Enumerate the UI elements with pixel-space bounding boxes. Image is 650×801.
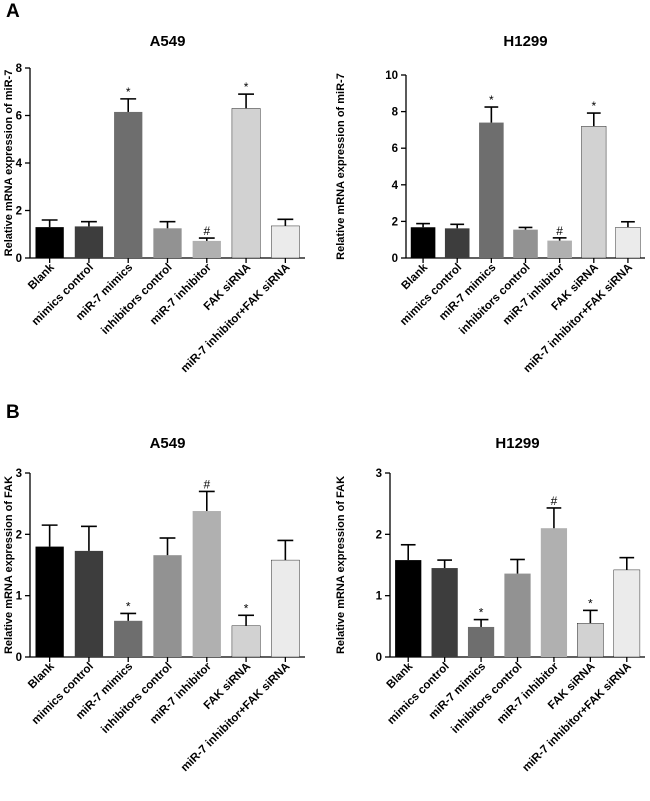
bar	[35, 546, 64, 657]
bar	[74, 550, 104, 657]
y-tick-label: 1	[16, 591, 23, 603]
bar	[395, 560, 422, 657]
significance-mark: *	[126, 85, 131, 99]
bar	[153, 555, 182, 657]
bar	[615, 227, 641, 259]
bar	[504, 573, 531, 657]
y-tick-label: 8	[16, 63, 23, 75]
category-label: Blank	[26, 261, 57, 292]
category-label: Blank	[26, 660, 57, 691]
panel-letter-b: B	[6, 402, 20, 423]
bar	[479, 122, 504, 258]
significance-mark: *	[479, 606, 484, 620]
y-tick-label: 1	[376, 591, 383, 603]
significance-mark: #	[551, 494, 558, 508]
category-label: miR-7 inhibitor	[495, 660, 561, 726]
category-label: inhibitors control	[99, 661, 174, 736]
chart-h1299-mir7: H1299 Relative mRNA expression of miR-7 0 2…	[335, 33, 645, 375]
bar	[231, 625, 261, 658]
chart-title: A549	[150, 33, 186, 50]
significance-mark: #	[203, 477, 210, 491]
category-label: miR-7 inhibitor	[501, 261, 567, 327]
significance-mark: #	[556, 224, 563, 238]
significance-mark: *	[588, 596, 593, 610]
bar	[114, 111, 143, 258]
y-tick-label: 4	[16, 158, 23, 170]
significance-mark: *	[489, 93, 494, 107]
bar	[513, 229, 538, 258]
y-tick-label: 4	[392, 180, 399, 192]
chart-h1299-fak: H1299 Relative mRNA expression of FAK 0 1 2 3…	[335, 435, 645, 774]
bar	[410, 227, 436, 258]
chart-title: H1299	[503, 33, 547, 50]
bar	[271, 225, 300, 259]
y-axis-title: Relative mRNA expression of FAK	[335, 476, 347, 654]
significance-mark: *	[244, 601, 249, 615]
bar	[547, 240, 572, 258]
bar	[271, 559, 300, 658]
y-tick-label: 2	[16, 529, 22, 541]
significance-mark: #	[203, 224, 210, 238]
y-tick-label: 3	[16, 468, 22, 480]
y-tick-label: 0	[16, 253, 22, 265]
bar	[444, 228, 470, 258]
bar	[231, 108, 261, 259]
y-tick-label: 6	[16, 111, 22, 123]
category-label: Blank	[385, 660, 416, 691]
bar	[192, 240, 221, 258]
chart-title: A549	[150, 435, 186, 452]
bar	[540, 528, 568, 657]
category-label: mimics control	[398, 262, 464, 328]
y-tick-label: 0	[16, 652, 22, 664]
y-tick-label: 2	[392, 216, 398, 228]
category-label: Blank	[400, 261, 431, 292]
bar	[35, 227, 64, 258]
bar	[613, 569, 641, 658]
y-tick-label: 3	[376, 468, 382, 480]
bar	[581, 126, 607, 259]
y-tick-label: 2	[16, 206, 22, 218]
y-axis-title: Relative mRNA expression of miR-7	[335, 73, 347, 260]
bar	[74, 226, 104, 258]
significance-mark: *	[244, 80, 249, 94]
panel-letter-a: A	[6, 1, 20, 22]
chart-a549-mir7: A549 Relative mRNA expression of miR-70 2 4…	[3, 33, 305, 375]
bar	[153, 228, 182, 258]
y-axis-title: Relative mRNA expression of miR-7	[3, 70, 15, 257]
y-tick-label: 2	[376, 529, 382, 541]
category-label: inhibitors control	[449, 661, 524, 736]
y-tick-label: 0	[376, 652, 382, 664]
y-tick-label: 6	[392, 143, 398, 155]
bar	[192, 511, 221, 657]
bar	[577, 623, 604, 658]
y-tick-label: 0	[392, 253, 398, 265]
significance-mark: *	[126, 599, 131, 613]
y-axis-title: Relative mRNA expression of FAK	[3, 476, 15, 654]
bar	[114, 620, 143, 657]
category-label: inhibitors control	[99, 262, 174, 337]
bar	[431, 568, 458, 657]
significance-mark: *	[591, 99, 596, 113]
y-tick-label: 10	[385, 70, 398, 82]
bar	[467, 626, 495, 657]
chart-title: H1299	[495, 435, 539, 452]
category-label: mimics control	[385, 661, 451, 727]
y-tick-label: 8	[392, 107, 399, 119]
